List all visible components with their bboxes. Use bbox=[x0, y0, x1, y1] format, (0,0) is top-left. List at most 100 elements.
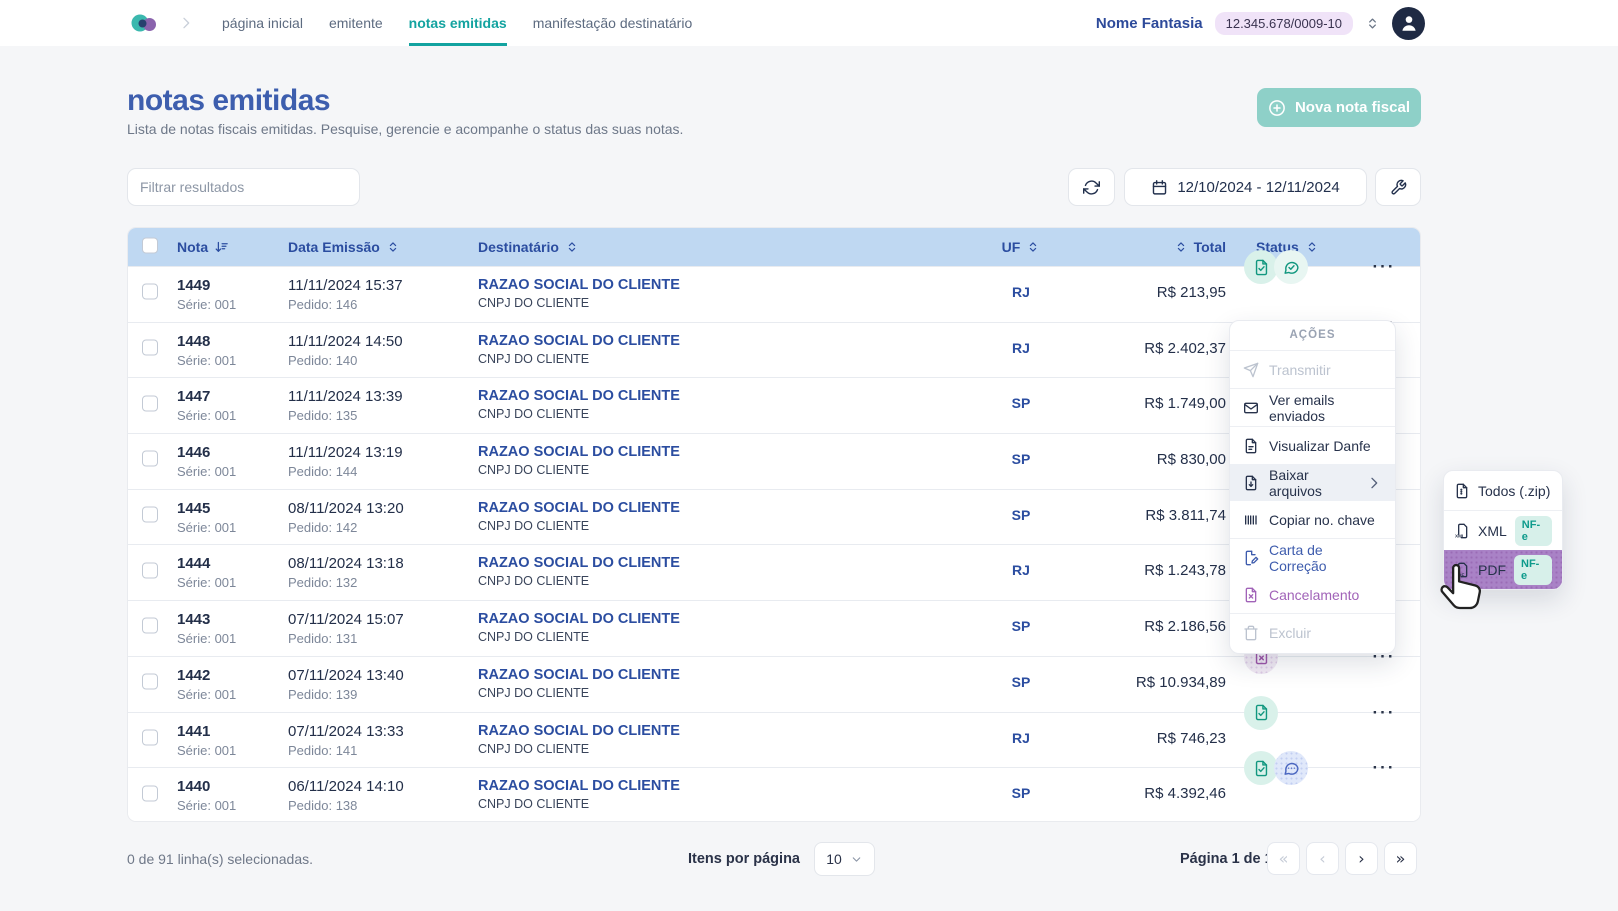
menu-item-excluir: Excluir bbox=[1230, 614, 1395, 651]
table-settings-button[interactable] bbox=[1375, 168, 1421, 206]
menu-item-copiar-chave[interactable]: Copiar no. chave bbox=[1230, 501, 1395, 538]
recipient-name[interactable]: RAZAO SOCIAL DO CLIENTE bbox=[478, 499, 680, 516]
invoice-uf: RJ bbox=[1012, 284, 1030, 300]
menu-separator bbox=[1230, 613, 1395, 614]
invoice-number: 1443 bbox=[177, 611, 211, 629]
nav-link-manifestacao-destinatario[interactable]: manifestação destinatário bbox=[532, 15, 693, 31]
items-per-page-select[interactable]: 10 bbox=[814, 842, 875, 876]
column-header-data-emissao[interactable]: Data Emissão bbox=[288, 228, 400, 266]
menu-item-carta-correcao[interactable]: Carta de Correção bbox=[1230, 539, 1395, 576]
sort-icon bbox=[1174, 240, 1188, 254]
menu-item-baixar-arquivos[interactable]: Baixar arquivos bbox=[1230, 464, 1395, 501]
row-checkbox[interactable] bbox=[142, 283, 158, 305]
filter-input[interactable] bbox=[127, 168, 360, 206]
row-actions-button[interactable]: ··· bbox=[1364, 758, 1404, 778]
company-name: Nome Fantasia bbox=[1095, 14, 1203, 32]
status-chat-check-icon[interactable] bbox=[1274, 250, 1308, 284]
user-avatar[interactable] bbox=[1392, 6, 1425, 40]
recipient-name[interactable]: RAZAO SOCIAL DO CLIENTE bbox=[478, 555, 680, 572]
column-header-nota[interactable]: Nota bbox=[177, 228, 229, 266]
invoice-order: Pedido: 146 bbox=[288, 297, 358, 312]
next-page-button[interactable]: › bbox=[1345, 842, 1378, 875]
last-page-button[interactable]: » bbox=[1384, 842, 1417, 875]
row-checkbox[interactable] bbox=[142, 617, 158, 639]
invoice-date: 07/11/2024 15:07 bbox=[288, 611, 404, 629]
invoice-number: 1448 bbox=[177, 332, 211, 350]
table-row: 1449 Série: 001 11/11/2024 15:37 Pedido:… bbox=[128, 250, 1420, 322]
column-header-total[interactable]: Total bbox=[1068, 228, 1226, 266]
recipient-cnpj: CNPJ DO CLIENTE bbox=[478, 351, 590, 366]
invoice-total: R$ 10.934,89 bbox=[1135, 673, 1226, 691]
recipient-cnpj: CNPJ DO CLIENTE bbox=[478, 574, 590, 589]
recipient-cnpj: CNPJ DO CLIENTE bbox=[478, 463, 590, 478]
invoice-serie: Série: 001 bbox=[177, 297, 237, 312]
company-switcher-icon[interactable] bbox=[1365, 16, 1380, 31]
refresh-button[interactable] bbox=[1068, 168, 1115, 206]
menu-item-visualizar-danfe[interactable]: Visualizar Danfe bbox=[1230, 427, 1395, 464]
row-checkbox[interactable] bbox=[142, 339, 158, 361]
recipient-name[interactable]: RAZAO SOCIAL DO CLIENTE bbox=[478, 444, 680, 461]
row-checkbox[interactable] bbox=[142, 506, 158, 528]
status-chat-dots-icon[interactable] bbox=[1274, 751, 1308, 786]
row-checkbox[interactable] bbox=[142, 562, 158, 583]
recipient-cnpj: CNPJ DO CLIENTE bbox=[478, 518, 590, 533]
recipient-name[interactable]: RAZAO SOCIAL DO CLIENTE bbox=[478, 722, 680, 739]
items-per-page-label: Itens por página bbox=[688, 851, 800, 867]
menu-item-ver-emails[interactable]: Ver emails enviados bbox=[1230, 389, 1395, 426]
column-header-uf[interactable]: UF bbox=[988, 228, 1054, 266]
nav-link-notas-emitidas[interactable]: notas emitidas bbox=[408, 0, 507, 46]
invoice-number: 1444 bbox=[177, 555, 211, 573]
invoice-serie: Série: 001 bbox=[177, 631, 237, 647]
row-actions-button[interactable]: ··· bbox=[1364, 703, 1404, 723]
recipient-name[interactable]: RAZAO SOCIAL DO CLIENTE bbox=[478, 611, 680, 628]
menu-item-cancelamento[interactable]: Cancelamento bbox=[1230, 576, 1395, 613]
status-doc-check-icon[interactable] bbox=[1244, 250, 1278, 284]
status-doc-check-icon[interactable] bbox=[1244, 751, 1278, 786]
invoice-date: 11/11/2024 13:19 bbox=[288, 444, 403, 462]
app-logo-icon[interactable] bbox=[128, 11, 160, 40]
invoice-total: R$ 1.749,00 bbox=[1144, 395, 1226, 413]
invoice-order: Pedido: 132 bbox=[288, 575, 358, 591]
row-checkbox[interactable] bbox=[142, 673, 158, 695]
submenu-item-xml[interactable]: XML NF-e bbox=[1444, 511, 1562, 550]
menu-separator bbox=[1230, 426, 1395, 427]
invoice-serie: Série: 001 bbox=[177, 798, 237, 814]
row-checkbox[interactable] bbox=[142, 395, 158, 416]
invoice-total: R$ 4.392,46 bbox=[1144, 785, 1226, 803]
top-navbar: página inicial emitente notas emitidas m… bbox=[0, 0, 1618, 46]
row-actions-button[interactable]: ··· bbox=[1364, 257, 1404, 277]
recipient-name[interactable]: RAZAO SOCIAL DO CLIENTE bbox=[478, 778, 680, 795]
select-all-checkbox[interactable] bbox=[142, 237, 158, 257]
row-checkbox[interactable] bbox=[142, 729, 158, 750]
invoice-order: Pedido: 139 bbox=[288, 686, 358, 702]
nfe-badge: NF-e bbox=[1514, 515, 1552, 546]
recipient-name[interactable]: RAZAO SOCIAL DO CLIENTE bbox=[478, 666, 680, 683]
submenu-item-pdf[interactable]: PDF NF-e bbox=[1444, 550, 1562, 589]
recipient-cnpj: CNPJ DO CLIENTE bbox=[478, 407, 590, 422]
page-subtitle: Lista de notas fiscais emitidas. Pesquis… bbox=[127, 121, 684, 137]
first-page-button[interactable]: « bbox=[1267, 842, 1300, 875]
prev-page-button[interactable]: ‹ bbox=[1306, 842, 1339, 875]
date-range-button[interactable]: 12/10/2024 - 12/11/2024 bbox=[1124, 168, 1367, 206]
menu-item-transmitir: Transmitir bbox=[1230, 351, 1395, 388]
recipient-name[interactable]: RAZAO SOCIAL DO CLIENTE bbox=[478, 277, 680, 293]
recipient-name[interactable]: RAZAO SOCIAL DO CLIENTE bbox=[478, 332, 680, 349]
sort-icon bbox=[386, 240, 400, 254]
row-checkbox[interactable] bbox=[142, 785, 158, 806]
new-invoice-button[interactable]: Nova nota fiscal bbox=[1257, 88, 1421, 127]
row-checkbox[interactable] bbox=[142, 450, 158, 472]
column-header-destinatario[interactable]: Destinatário bbox=[478, 228, 579, 266]
invoice-date: 08/11/2024 13:18 bbox=[288, 555, 404, 573]
submenu-item-todos-zip[interactable]: Todos (.zip) bbox=[1444, 471, 1562, 510]
date-range-value: 12/10/2024 - 12/11/2024 bbox=[1177, 178, 1340, 196]
status-doc-check-icon[interactable] bbox=[1244, 695, 1278, 730]
invoice-serie: Série: 001 bbox=[177, 352, 237, 368]
table-row: 1442 Série: 001 07/11/2024 13:40 Pedido:… bbox=[128, 639, 1420, 712]
chevron-right-icon bbox=[1366, 475, 1382, 491]
page-indicator: Página 1 de 10 bbox=[1180, 851, 1281, 867]
table-row: 1440 Série: 001 06/11/2024 14:10 Pedido:… bbox=[128, 751, 1420, 821]
file-xml-icon bbox=[1454, 523, 1470, 539]
recipient-name[interactable]: RAZAO SOCIAL DO CLIENTE bbox=[478, 388, 680, 405]
nav-link-emitente[interactable]: emitente bbox=[328, 15, 383, 31]
nav-link-pagina-inicial[interactable]: página inicial bbox=[222, 15, 303, 31]
